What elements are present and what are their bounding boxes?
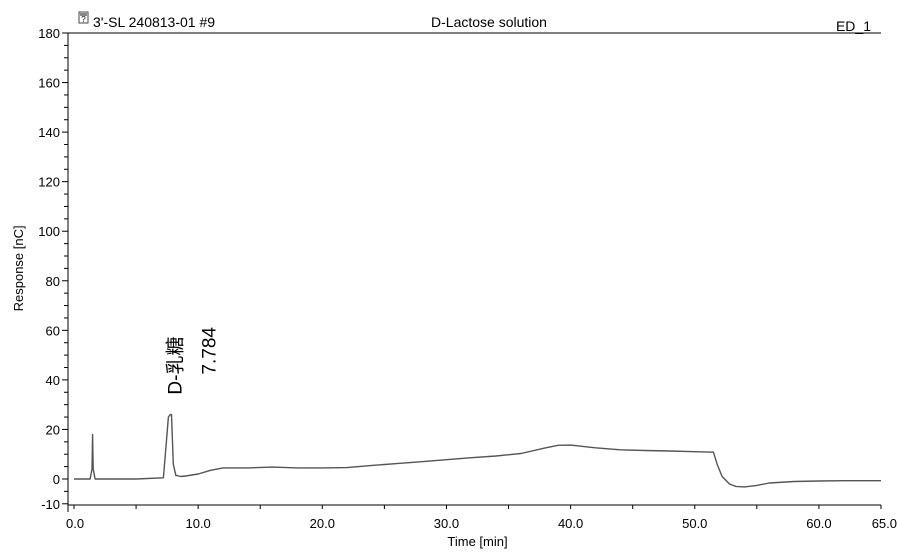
y-tick-label: 120 (38, 175, 60, 190)
x-tick-label: 30.0 (434, 516, 459, 531)
x-tick-label: 50.0 (682, 516, 707, 531)
x-tick-label: 65.0 (872, 516, 897, 531)
channel-label: ED_1 (836, 18, 871, 34)
y-axis-ticks: -10 0 20 40 60 80 100 120 140 160 180 (38, 26, 68, 512)
y-tick-label: 20 (46, 422, 60, 437)
series-line (74, 413, 881, 488)
y-tick-label: 40 (46, 373, 60, 388)
sample-icon: ? (78, 11, 89, 24)
y-tick-label: 80 (46, 274, 60, 289)
x-tick-label: 10.0 (185, 516, 210, 531)
y-tick-label: -10 (41, 497, 60, 512)
peak-annotations: D-乳糖 7.784 (165, 327, 221, 395)
chart-header: ? 3'-SL 240813-01 #9 D-Lactose solution … (78, 11, 871, 34)
y-tick-label: 60 (46, 323, 60, 338)
svg-text:?: ? (81, 15, 86, 24)
x-tick-label: 60.0 (806, 516, 831, 531)
y-tick-label: 180 (38, 26, 60, 41)
y-tick-label: 100 (38, 224, 60, 239)
series-group (74, 413, 881, 488)
y-tick-label: 0 (53, 472, 60, 487)
y-tick-label: 160 (38, 76, 60, 91)
x-tick-label: 0.0 (66, 516, 84, 531)
x-tick-label: 40.0 (558, 516, 583, 531)
sample-name: 3'-SL 240813-01 #9 (93, 14, 215, 30)
peak-time-label: 7.784 (200, 327, 221, 375)
x-axis-title: Time [min] (447, 534, 507, 549)
peak-name-label: D-乳糖 (165, 337, 187, 395)
x-tick-label: 20.0 (310, 516, 335, 531)
chart-title: D-Lactose solution (431, 14, 547, 30)
y-axis-title: Response [nC] (11, 225, 26, 311)
x-axis-ticks: 0.0 10.0 20.0 30.0 40.0 50.0 60.0 65.0 (66, 505, 897, 531)
y-tick-label: 140 (38, 125, 60, 140)
